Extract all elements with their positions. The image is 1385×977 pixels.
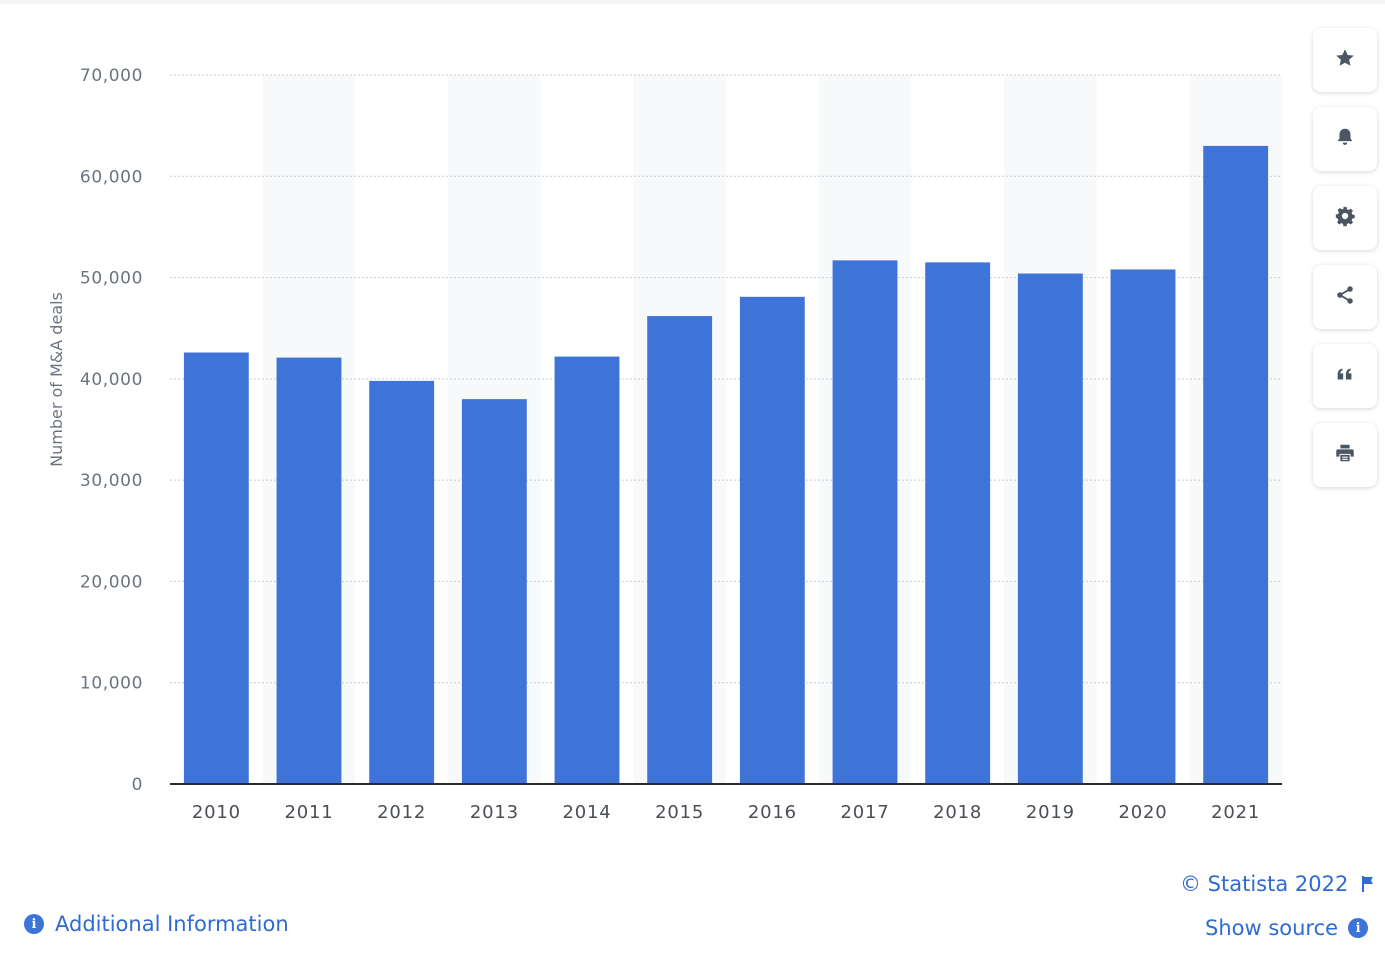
y-tick-label: 40,000 [80, 370, 143, 390]
show-source-link[interactable]: Show source i [1205, 916, 1369, 940]
x-tick-label: 2015 [655, 802, 704, 823]
info-icon: i [1348, 918, 1369, 938]
bar-2012[interactable] [369, 380, 435, 784]
x-tick-label: 2011 [284, 802, 333, 823]
y-tick-label: 70,000 [80, 66, 143, 86]
y-tick-label: 30,000 [80, 471, 143, 491]
bell-icon [1334, 126, 1356, 152]
y-tick-label: 60,000 [80, 167, 143, 187]
x-tick-label: 2017 [840, 802, 889, 823]
y-tick-label: 0 [132, 775, 143, 795]
additional-information-label: Additional Information [55, 912, 289, 936]
gear-icon [1334, 205, 1356, 231]
cite-button[interactable] [1313, 344, 1377, 408]
bar-2016[interactable] [739, 296, 805, 784]
bar-chart: 0 10,000 20,000 30,000 40,000 50,000 60,000 70,… [47, 66, 1282, 823]
statista-copyright-link[interactable]: © Statista 2022 [1180, 872, 1376, 896]
print-button[interactable] [1313, 423, 1377, 487]
bar-2014[interactable] [554, 356, 620, 784]
notification-button[interactable] [1313, 107, 1377, 171]
x-tick-label: 2020 [1118, 802, 1167, 823]
favorite-button[interactable] [1313, 28, 1377, 92]
y-tick-label: 20,000 [80, 572, 143, 592]
x-tick-label: 2014 [562, 802, 611, 823]
x-tick-label: 2013 [470, 802, 519, 823]
y-axis-label: Number of M&A deals [47, 292, 66, 467]
print-icon [1334, 442, 1356, 468]
bar-2015[interactable] [647, 316, 713, 784]
quote-icon [1334, 363, 1356, 389]
y-tick-label: 50,000 [80, 269, 143, 289]
bar-2020[interactable] [1110, 269, 1176, 784]
share-button[interactable] [1313, 265, 1377, 329]
x-tick-labels: 2010 2011 2012 2013 2014 2015 2016 2017 2018 2019… [192, 802, 1260, 823]
x-tick-label: 2010 [192, 802, 241, 823]
bar-2010[interactable] [183, 352, 249, 784]
x-tick-label: 2021 [1211, 802, 1260, 823]
copyright-text: © Statista 2022 [1180, 872, 1349, 896]
x-tick-label: 2019 [1026, 802, 1075, 823]
additional-information-link[interactable]: i Additional Information [24, 912, 289, 936]
top-divider [0, 0, 1385, 4]
bar-2017[interactable] [832, 260, 898, 784]
x-tick-label: 2016 [748, 802, 797, 823]
info-icon: i [24, 914, 44, 934]
flag-icon [1360, 875, 1376, 893]
star-icon [1334, 47, 1356, 73]
bar-2018[interactable] [925, 262, 991, 785]
x-tick-label: 2012 [377, 802, 426, 823]
y-tick-label: 10,000 [80, 674, 143, 694]
share-icon [1334, 284, 1356, 310]
x-tick-label: 2018 [933, 802, 982, 823]
bar-2019[interactable] [1017, 273, 1083, 784]
y-tick-labels: 0 10,000 20,000 30,000 40,000 50,000 60,000 70,… [80, 66, 143, 795]
bar-2011[interactable] [276, 357, 342, 784]
side-toolbar [1313, 28, 1379, 502]
bar-2021[interactable] [1203, 145, 1269, 784]
bars [183, 145, 1269, 785]
bar-2013[interactable] [461, 399, 527, 784]
gridlines [170, 74, 1282, 684]
settings-button[interactable] [1313, 186, 1377, 250]
show-source-label: Show source [1205, 916, 1339, 940]
